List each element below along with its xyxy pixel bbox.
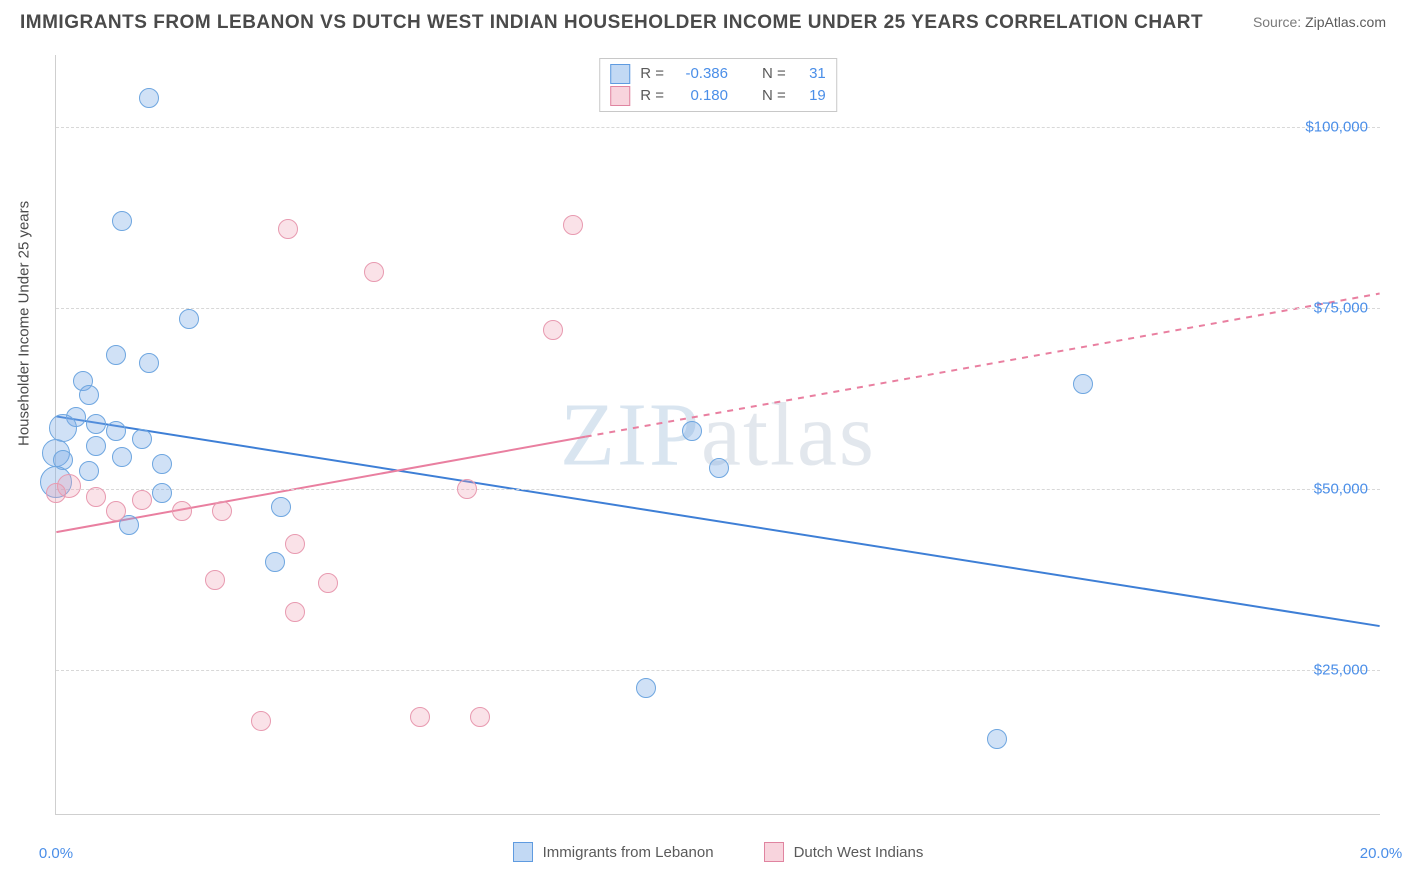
chart-plot-area: ZIPatlas R =-0.386N =31R =0.180N =19 Imm… bbox=[55, 55, 1380, 815]
data-point bbox=[318, 573, 338, 593]
data-point bbox=[106, 501, 126, 521]
data-point bbox=[682, 421, 702, 441]
data-point bbox=[172, 501, 192, 521]
trendlines-layer bbox=[56, 55, 1380, 814]
legend-r-value: -0.386 bbox=[674, 63, 728, 85]
data-point bbox=[179, 309, 199, 329]
correlation-legend: R = -0.386 N = 31 R = 0.180 N = 19 bbox=[599, 58, 837, 112]
series-legend: Immigrants from Lebanon Dutch West Indian… bbox=[56, 842, 1380, 862]
source-attribution: Source: ZipAtlas.com bbox=[1253, 14, 1386, 30]
data-point bbox=[212, 501, 232, 521]
y-tick-label: $25,000 bbox=[1314, 662, 1368, 679]
data-point bbox=[709, 458, 729, 478]
legend-n-value: 19 bbox=[796, 85, 826, 107]
data-point bbox=[364, 262, 384, 282]
chart-title: IMMIGRANTS FROM LEBANON VS DUTCH WEST IN… bbox=[20, 12, 1203, 34]
data-point bbox=[470, 707, 490, 727]
data-point bbox=[106, 421, 126, 441]
data-point bbox=[139, 88, 159, 108]
y-axis-label: Householder Income Under 25 years bbox=[16, 201, 33, 446]
legend-series-name: Dutch West Indians bbox=[794, 844, 924, 861]
gridline bbox=[56, 308, 1380, 309]
source-value: ZipAtlas.com bbox=[1305, 14, 1386, 30]
legend-swatch bbox=[513, 842, 533, 862]
data-point bbox=[152, 483, 172, 503]
data-point bbox=[205, 570, 225, 590]
trendline bbox=[56, 416, 1379, 626]
data-point bbox=[457, 479, 477, 499]
source-label: Source: bbox=[1253, 14, 1301, 30]
data-point bbox=[86, 487, 106, 507]
data-point bbox=[86, 414, 106, 434]
legend-n-value: 31 bbox=[796, 63, 826, 85]
data-point bbox=[285, 602, 305, 622]
data-point bbox=[278, 219, 298, 239]
legend-swatch bbox=[610, 64, 630, 84]
data-point bbox=[152, 454, 172, 474]
data-point bbox=[563, 215, 583, 235]
legend-r-label: R = bbox=[640, 63, 664, 85]
legend-item: Immigrants from Lebanon bbox=[513, 842, 714, 862]
legend-n-label: N = bbox=[762, 63, 786, 85]
gridline bbox=[56, 127, 1380, 128]
y-tick-label: $100,000 bbox=[1305, 119, 1368, 136]
data-point bbox=[132, 490, 152, 510]
data-point bbox=[112, 211, 132, 231]
data-point bbox=[265, 552, 285, 572]
data-point bbox=[112, 447, 132, 467]
data-point bbox=[79, 461, 99, 481]
legend-item: Dutch West Indians bbox=[764, 842, 924, 862]
data-point bbox=[251, 711, 271, 731]
trendline-dashed bbox=[586, 294, 1380, 437]
data-point bbox=[543, 320, 563, 340]
y-tick-label: $75,000 bbox=[1314, 300, 1368, 317]
gridline bbox=[56, 670, 1380, 671]
x-tick-min: 0.0% bbox=[39, 845, 73, 862]
legend-r-label: R = bbox=[640, 85, 664, 107]
data-point bbox=[636, 678, 656, 698]
data-point bbox=[285, 534, 305, 554]
data-point bbox=[410, 707, 430, 727]
legend-n-label: N = bbox=[762, 85, 786, 107]
legend-r-value: 0.180 bbox=[674, 85, 728, 107]
data-point bbox=[46, 483, 66, 503]
legend-row: R = 0.180 N = 19 bbox=[610, 85, 826, 107]
data-point bbox=[86, 436, 106, 456]
legend-row: R = -0.386 N = 31 bbox=[610, 63, 826, 85]
y-tick-label: $50,000 bbox=[1314, 481, 1368, 498]
data-point bbox=[1073, 374, 1093, 394]
data-point bbox=[132, 429, 152, 449]
gridline bbox=[56, 489, 1380, 490]
data-point bbox=[271, 497, 291, 517]
x-tick-max: 20.0% bbox=[1360, 845, 1403, 862]
data-point bbox=[106, 345, 126, 365]
data-point bbox=[79, 385, 99, 405]
data-point bbox=[987, 729, 1007, 749]
data-point bbox=[49, 414, 77, 442]
data-point bbox=[139, 353, 159, 373]
legend-series-name: Immigrants from Lebanon bbox=[543, 844, 714, 861]
legend-swatch bbox=[610, 86, 630, 106]
legend-swatch bbox=[764, 842, 784, 862]
